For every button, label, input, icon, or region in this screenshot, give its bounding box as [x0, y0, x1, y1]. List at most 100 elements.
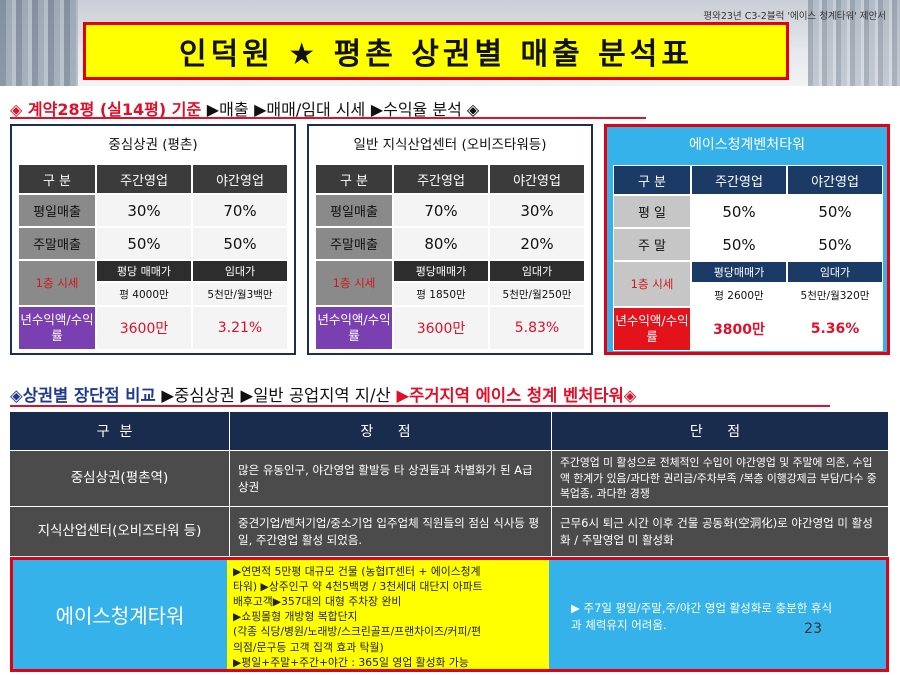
sub-value: 5천만/월3백만 [192, 282, 288, 306]
row-cons: 주간영업 미 활성으로 전체적인 수입이 야간영업 및 주말에 의존, 수입액 … [552, 451, 889, 506]
section2-heading: ◈상권별 장단점 비교 ▶중심상권 ▶일반 공업지역 지/산 ▶주거지역 에이스… [10, 382, 636, 406]
pros-line: (각종 식당/병원/노래방/스크린골프/프랜차이즈/커피/편 [233, 625, 481, 639]
yield-label: 년수익액/수익률 [613, 307, 691, 351]
sub-value: 5천만/월250만 [489, 282, 585, 306]
section1-arrow-yield: ▶수익율 분석 ◈ [370, 100, 480, 119]
pros-line: ▶연면적 5만평 대규모 건물 (농협IT센터 + 에이스청계 [233, 565, 481, 578]
col-header: 구 분 [613, 165, 691, 195]
section2-arrow-central: ▶중심상권 [161, 386, 235, 405]
col-header: 주간영업 [393, 164, 489, 194]
row-pros: 많은 유동인구, 야간영업 활발등 타 상권들과 차별화가 된 A급 상권 [230, 451, 552, 506]
building-image-right [808, 0, 900, 86]
section1-arrow-price: ▶매매/임대 시세 [254, 100, 366, 119]
row-pros: 중견기업/벤처기업/중소기업 입주업체 직원들의 점심 식사등 평일, 주간영업… [230, 507, 552, 556]
row-label: 평일매출 [18, 194, 96, 227]
sub-header: 임대가 [489, 260, 585, 282]
sub-value: 평 4000만 [96, 282, 192, 306]
col-header-cons: 단 점 [552, 412, 889, 450]
panel-title: 일반 지식산업센터 (오비즈타워등) [353, 137, 547, 153]
cell-value: 50% [691, 195, 787, 228]
panel-central: 중심상권 (평촌) 구 분 주간영업 야간영업 평일매출 30% 70% 주말매… [10, 124, 296, 355]
panel-title: 에이스청계벤처타워 [689, 137, 805, 153]
panel-title: 중심상권 (평촌) [108, 137, 198, 153]
comparison-header: 구분 장 점 단 점 [10, 412, 889, 450]
cell-value: 70% [393, 194, 489, 227]
table-row: 중심상권(평촌역) 많은 유동인구, 야간영업 활발등 타 상권들과 차별화가 … [10, 450, 889, 506]
row-label: 평일매출 [315, 194, 393, 227]
ace-tower-row: 에이스청계타워 ▶연면적 5만평 대규모 건물 (농협IT센터 + 에이스청계 … [10, 557, 889, 672]
col-header: 구 분 [18, 164, 96, 194]
pros-line: ▶평일+주말+주간+야간 : 365일 영업 활성화 가능 [233, 655, 469, 669]
yield-amount: 3800만 [691, 307, 787, 351]
cell-value: 30% [96, 194, 192, 227]
cell-value: 70% [192, 194, 288, 227]
col-header: 야간영업 [192, 164, 288, 194]
col-header: 주간영업 [691, 165, 787, 195]
cell-value: 50% [787, 228, 883, 261]
sub-header: 평당매매가 [691, 261, 787, 283]
pros-line: ▶쇼핑몰형 개방형 복합단지 [233, 610, 358, 624]
rent-label: 1층 시세 [315, 260, 393, 306]
row-cons: 근무6시 퇴근 시간 이후 건물 공동화(空洞化)로 야간영업 미 활성화 / … [552, 507, 889, 556]
section1-lead: ◈ 계약28평 (실14평) 기준 [10, 100, 202, 119]
row-category: 지식산업센터(오비즈타워 등) [10, 507, 230, 556]
yield-amount: 3600만 [393, 306, 489, 350]
rent-label: 1층 시세 [18, 260, 96, 306]
yield-label: 년수익액/수익률 [18, 306, 96, 350]
sub-header: 평당매매가 [393, 260, 489, 282]
col-header: 주간영업 [96, 164, 192, 194]
yield-rate: 5.83% [489, 306, 585, 350]
cell-value: 20% [489, 227, 585, 260]
col-header: 야간영업 [489, 164, 585, 194]
col-header: 구 분 [315, 164, 393, 194]
sub-header: 평당 매매가 [96, 260, 192, 282]
building-image-left [0, 0, 78, 86]
panel-table: 구 분 주간영업 야간영업 평 일 50% 50% 주 말 50% 50% 1층… [613, 165, 883, 351]
cell-value: 80% [393, 227, 489, 260]
page-number: 23 [804, 620, 822, 637]
yield-amount: 3600만 [96, 306, 192, 350]
sub-value: 평 2600만 [691, 283, 787, 307]
panel-table: 구 분 주간영업 야간영업 평일매출 70% 30% 주말매출 80% 20% … [315, 164, 585, 350]
ace-row-cons: ▶ 주7일 평일/주말,주/야간 영업 활성화로 충분한 휴식과 체력유지 어려… [549, 560, 886, 669]
col-header-pros: 장 점 [230, 412, 552, 450]
page-title: 인덕원 ★ 평촌 상권별 매출 분석표 [179, 37, 693, 72]
pros-line: 의점/문구등 고객 집객 효과 탁월) [233, 640, 384, 654]
cell-value: 50% [96, 227, 192, 260]
row-label: 평 일 [613, 195, 691, 228]
section2-arrow-ace: ▶주거지역 에이스 청계 벤처타워◈ [396, 386, 637, 405]
pros-line: 타워) ▶상주인구 약 4천5백명 / 3천세대 대단지 아파트 [233, 580, 483, 594]
section1-underline [10, 117, 646, 119]
col-header-category: 구분 [10, 412, 230, 450]
section2-lead: ◈상권별 장단점 비교 [10, 386, 156, 405]
section2-underline [10, 405, 830, 407]
section1-heading: ◈ 계약28평 (실14평) 기준 ▶매출 ▶매매/임대 시세 ▶수익율 분석 … [10, 96, 479, 120]
cell-value: 50% [691, 228, 787, 261]
cell-value: 30% [489, 194, 585, 227]
yield-rate: 5.36% [787, 307, 883, 351]
row-category: 중심상권(평촌역) [10, 451, 230, 506]
sub-value: 평 1850만 [393, 282, 489, 306]
title-box: 인덕원 ★ 평촌 상권별 매출 분석표 [83, 22, 789, 80]
panel-ace-tower: 에이스청계벤처타워 구 분 주간영업 야간영업 평 일 50% 50% 주 말 … [604, 124, 890, 355]
sub-header: 임대가 [787, 261, 883, 283]
pros-line: 배후고객▶357대의 대형 주차장 완비 [233, 595, 402, 609]
comparison-table: 구분 장 점 단 점 중심상권(평촌역) 많은 유동인구, 야간영업 활발등 타… [10, 412, 889, 556]
cell-value: 50% [787, 195, 883, 228]
yield-rate: 3.21% [192, 306, 288, 350]
panel-table: 구 분 주간영업 야간영업 평일매출 30% 70% 주말매출 50% 50% … [18, 164, 288, 350]
section2-arrow-industrial: ▶일반 공업지역 지/산 [240, 386, 391, 405]
cons-text: ▶ 주7일 평일/주말,주/야간 영업 활성화로 충분한 휴식과 체력유지 어려… [571, 601, 833, 632]
section1-arrow-sales: ▶매출 [206, 100, 249, 119]
document-subtitle: 평와23년 C3-2블럭 '에이스 청계타워' 제안서 [703, 11, 886, 22]
row-label: 주 말 [613, 228, 691, 261]
sub-value: 5천만/월320만 [787, 283, 883, 307]
table-row: 지식산업센터(오비즈타워 등) 중견기업/벤처기업/중소기업 입주업체 직원들의… [10, 506, 889, 556]
panel-knowledge-center: 일반 지식산업센터 (오비즈타워등) 구 분 주간영업 야간영업 평일매출 70… [307, 124, 593, 355]
cell-value: 50% [192, 227, 288, 260]
rent-label: 1층 시세 [613, 261, 691, 307]
row-label: 주말매출 [315, 227, 393, 260]
row-label: 주말매출 [18, 227, 96, 260]
col-header: 야간영업 [787, 165, 883, 195]
ace-row-pros: ▶연면적 5만평 대규모 건물 (농협IT센터 + 에이스청계 타워) ▶상주인… [227, 560, 549, 669]
